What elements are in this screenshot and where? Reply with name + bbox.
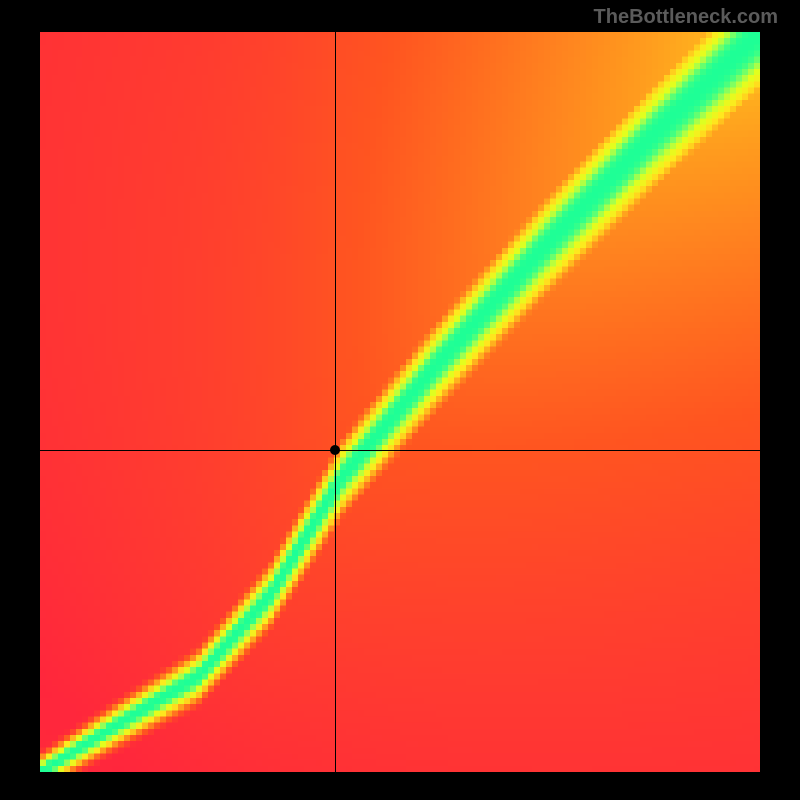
- crosshair-vertical: [335, 32, 336, 772]
- marker-point: [330, 445, 340, 455]
- attribution-text: TheBottleneck.com: [594, 6, 778, 29]
- heatmap-plot: [40, 32, 760, 772]
- crosshair-horizontal: [40, 450, 760, 451]
- heatmap-canvas: [40, 32, 760, 772]
